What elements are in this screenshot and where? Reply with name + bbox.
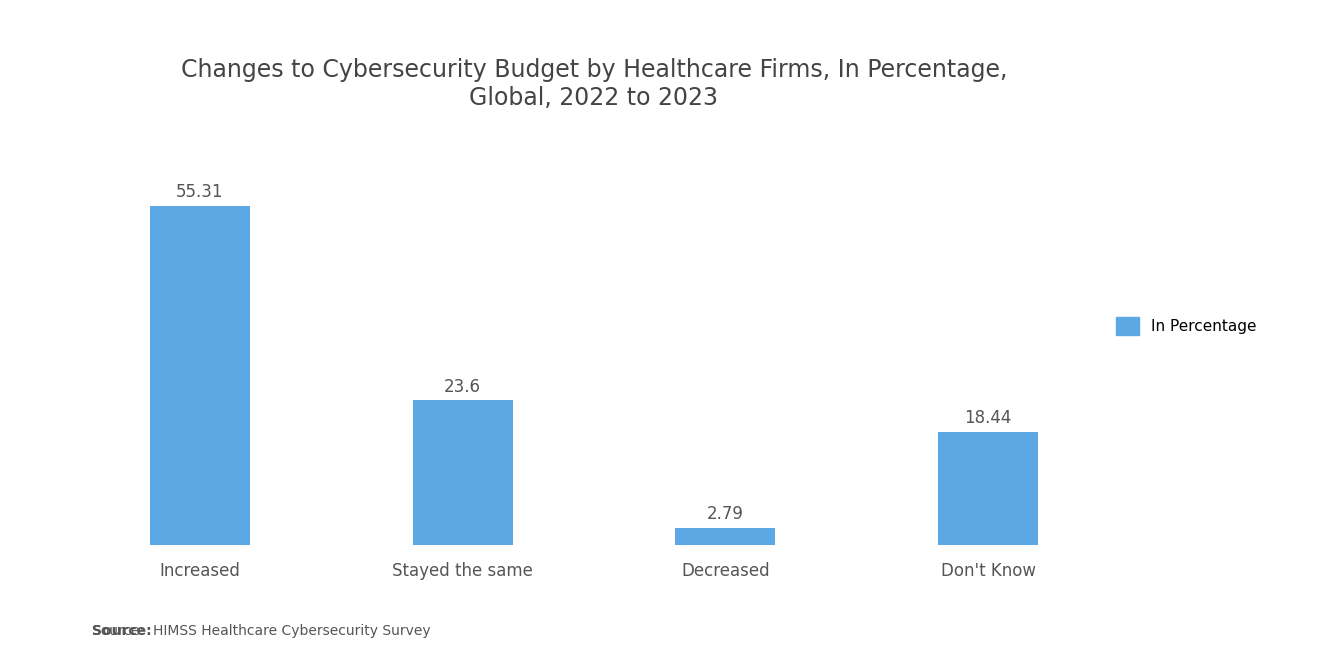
Title: Changes to Cybersecurity Budget by Healthcare Firms, In Percentage,
Global, 2022: Changes to Cybersecurity Budget by Healt… — [181, 58, 1007, 110]
Legend: In Percentage: In Percentage — [1110, 311, 1262, 341]
Text: 18.44: 18.44 — [965, 409, 1011, 427]
Bar — [150, 205, 249, 545]
Text: Source:  HIMSS Healthcare Cybersecurity Survey: Source: HIMSS Healthcare Cybersecurity S… — [92, 624, 432, 638]
Text: 23.6: 23.6 — [444, 378, 480, 396]
Bar — [676, 528, 775, 545]
Text: 55.31: 55.31 — [176, 183, 223, 201]
Bar — [413, 400, 512, 545]
Text: 2.79: 2.79 — [708, 505, 743, 523]
Bar — [939, 432, 1038, 545]
Text: Source:: Source: — [92, 624, 152, 638]
